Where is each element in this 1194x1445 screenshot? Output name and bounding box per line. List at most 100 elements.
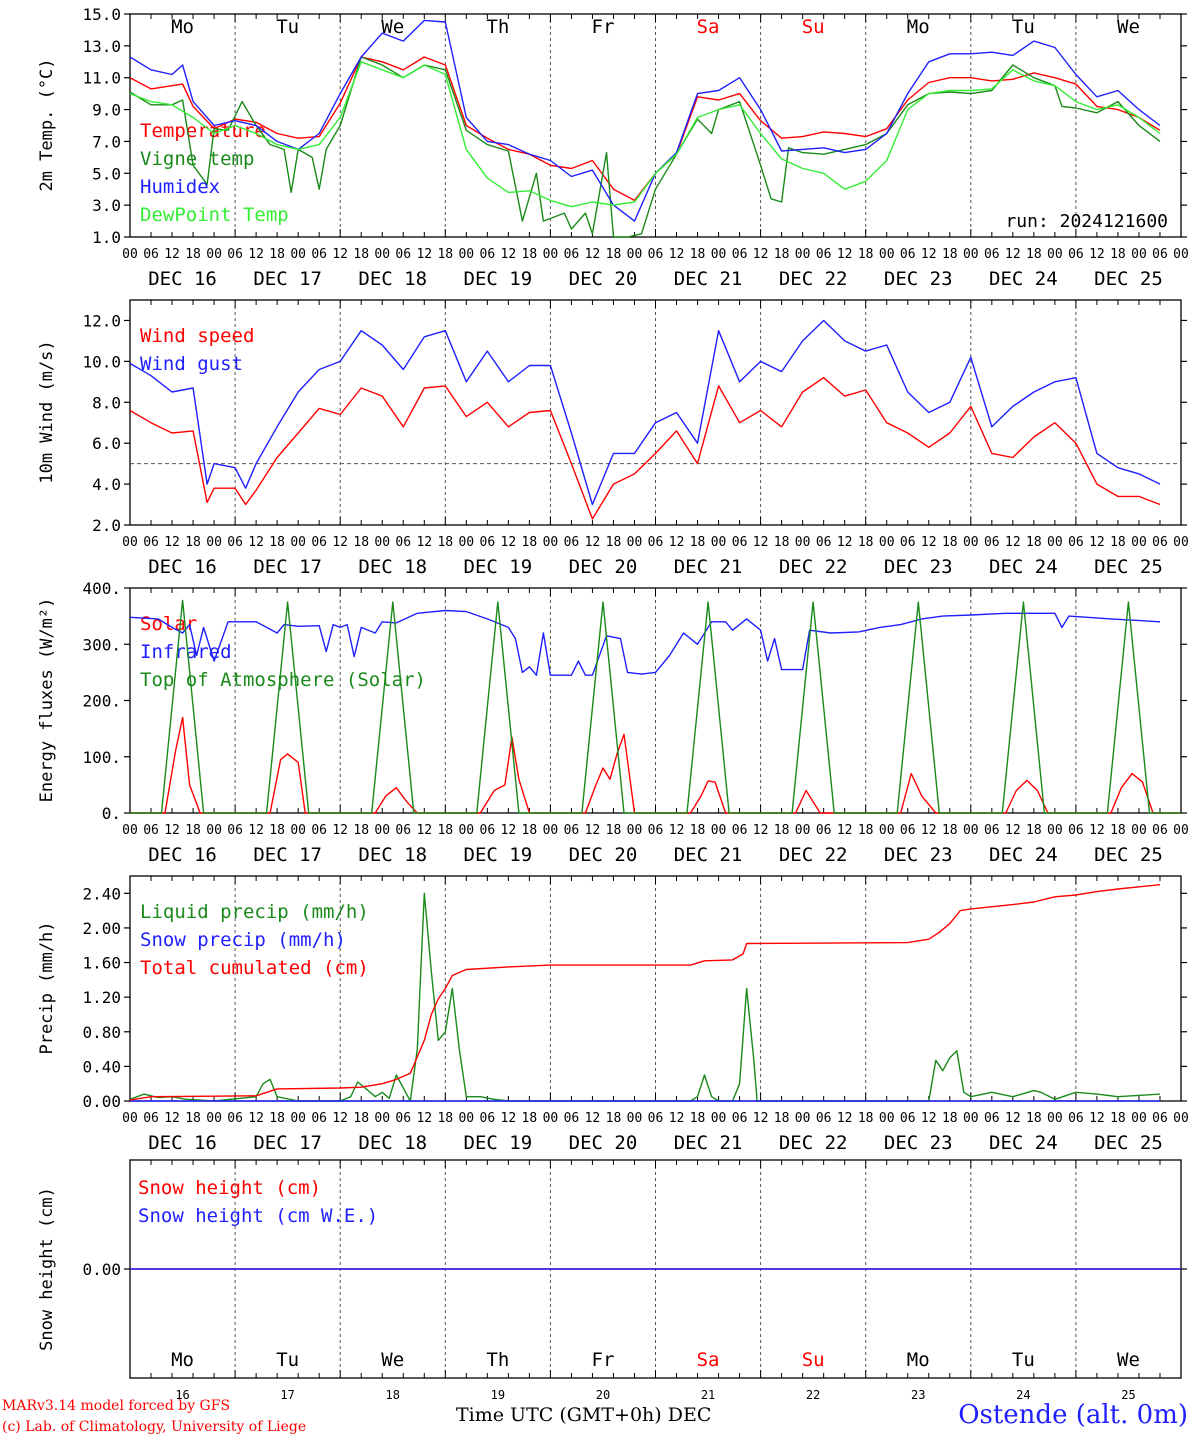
y-tick-label: 12.0 (82, 311, 121, 330)
y-tick-label: 15.0 (82, 5, 121, 24)
hour-label: 18 (353, 823, 369, 838)
date-label: DEC 16 (148, 1132, 217, 1154)
hour-label: 06 (732, 823, 748, 838)
hour-label: 00 (627, 1111, 643, 1126)
hour-label: 12 (753, 247, 769, 262)
date-label: DEC 17 (253, 1132, 322, 1154)
hour-label: 06 (900, 535, 916, 550)
hour-label: 12 (332, 535, 348, 550)
hour-label: 00 (627, 823, 643, 838)
hour-label: 00 (963, 1111, 979, 1126)
weekday-label: We (1117, 16, 1140, 38)
hour-label: 18 (942, 247, 958, 262)
y-tick-label: 2.0 (92, 516, 121, 535)
legend-label: Vigne temp (140, 148, 254, 170)
weekday-label: Th (486, 1349, 509, 1371)
weekday-label: Th (486, 16, 509, 38)
date-label: DEC 24 (989, 1132, 1058, 1154)
hour-label: 06 (143, 1111, 159, 1126)
hour-label: 06 (648, 535, 664, 550)
hour-label: 00 (963, 823, 979, 838)
date-label: DEC 16 (148, 268, 217, 290)
hour-label: 12 (164, 823, 180, 838)
day-number: 22 (806, 1388, 820, 1402)
hour-label: 00 (1047, 1111, 1063, 1126)
hour-label: 12 (332, 823, 348, 838)
hour-label: 00 (795, 1111, 811, 1126)
series-line-top-of-atmosphere-solar (130, 599, 1181, 814)
hour-label: 00 (206, 823, 222, 838)
hour-label: 00 (795, 247, 811, 262)
model-credit: MARv3.14 model forced by GFS (2, 1398, 231, 1414)
hour-label: 00 (963, 535, 979, 550)
date-label: DEC 23 (884, 1132, 953, 1154)
hour-label: 18 (185, 1111, 201, 1126)
series-line-wind-gust (129, 319, 1161, 506)
hour-label: 18 (522, 247, 538, 262)
hour-label: 18 (1110, 823, 1126, 838)
weekday-label: We (1117, 1349, 1140, 1371)
hour-label: 06 (143, 535, 159, 550)
panel-3: 0. 100. 200. 300. 400. Energy fluxes (W/m²) So… (37, 579, 1189, 866)
hour-label: 06 (816, 823, 832, 838)
hour-label: 18 (690, 535, 706, 550)
hour-label: 00 (458, 1111, 474, 1126)
hour-label: 00 (290, 823, 306, 838)
hour-label: 12 (921, 247, 937, 262)
station-name: Ostende (alt. 0m) (958, 1400, 1188, 1430)
hour-label: 12 (501, 535, 517, 550)
hour-label: 12 (501, 823, 517, 838)
date-label: DEC 23 (884, 556, 953, 578)
plot-frame (129, 299, 1182, 526)
hour-label: 06 (900, 823, 916, 838)
y-tick-label: 6.0 (92, 434, 121, 453)
y-tick-label: 0.40 (82, 1057, 121, 1076)
hour-label: 18 (437, 823, 453, 838)
hour-label: 00 (122, 247, 138, 262)
hour-label: 12 (753, 823, 769, 838)
hour-label: 12 (332, 1111, 348, 1126)
date-label: DEC 25 (1094, 844, 1163, 866)
date-label: DEC 19 (464, 844, 533, 866)
hour-label: 12 (1005, 823, 1021, 838)
legend-label: Humidex (140, 176, 220, 198)
hour-label: 00 (963, 247, 979, 262)
date-label: DEC 22 (779, 556, 848, 578)
date-label: DEC 19 (464, 1132, 533, 1154)
hour-label: 00 (1173, 823, 1189, 838)
hour-label: 06 (227, 823, 243, 838)
hour-label: 00 (122, 535, 138, 550)
hour-label: 12 (669, 823, 685, 838)
hour-label: 00 (1131, 1111, 1147, 1126)
hour-label: 06 (395, 535, 411, 550)
hour-label: 12 (248, 1111, 264, 1126)
date-label: DEC 22 (779, 844, 848, 866)
hour-label: 12 (753, 535, 769, 550)
plot-frame (129, 587, 1182, 814)
hour-label: 18 (774, 823, 790, 838)
date-label: DEC 23 (884, 268, 953, 290)
hour-label: 06 (311, 535, 327, 550)
y-tick-label: 2.00 (82, 919, 121, 938)
hour-label: 00 (543, 1111, 559, 1126)
date-label: DEC 21 (674, 556, 743, 578)
y-tick-label: 8.0 (92, 393, 121, 412)
legend-label: DewPoint Temp (140, 204, 289, 226)
series-line-infrared (129, 609, 1161, 676)
y-tick-label: 200. (82, 692, 121, 711)
hour-label: 12 (164, 1111, 180, 1126)
hour-label: 18 (1026, 247, 1042, 262)
hour-label: 18 (942, 823, 958, 838)
hour-label: 00 (879, 823, 895, 838)
hour-label: 00 (290, 247, 306, 262)
y-tick-label: 1.0 (92, 228, 121, 247)
series-line-wind-speed (129, 377, 1161, 520)
hour-label: 00 (122, 1111, 138, 1126)
hour-label: 06 (1068, 535, 1084, 550)
hour-label: 00 (1131, 535, 1147, 550)
y-tick-label: 0.80 (82, 1023, 121, 1042)
hour-label: 12 (753, 1111, 769, 1126)
hour-label: 18 (690, 823, 706, 838)
hour-label: 18 (185, 535, 201, 550)
y-tick-label: 1.20 (82, 988, 121, 1007)
